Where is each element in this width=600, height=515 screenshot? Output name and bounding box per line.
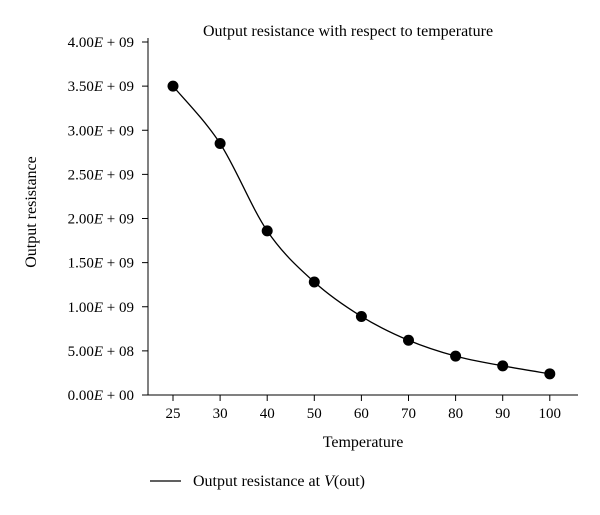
x-axis-label: Temperature — [323, 434, 404, 451]
y-tick-label: 1.50E + 09 — [68, 256, 134, 272]
data-points — [167, 80, 556, 380]
y-tick-label: 3.50E + 09 — [68, 79, 134, 95]
x-tick-label: 30 — [213, 406, 228, 422]
x-axis-ticks: 25 30 40 50 60 70 80 90 100 — [166, 395, 562, 422]
x-tick-label: 90 — [495, 406, 510, 422]
x-tick-label: 50 — [307, 406, 322, 422]
legend: Output resistance at V(out) — [150, 473, 365, 490]
x-tick-label: 60 — [354, 406, 369, 422]
y-tick-label: 2.00E + 09 — [68, 212, 134, 228]
y-tick-label: 1.00E + 09 — [68, 300, 134, 316]
y-axis-label: Output resistance — [23, 156, 40, 268]
data-point — [497, 360, 509, 372]
data-point — [214, 137, 226, 149]
y-tick-label: 3.00E + 09 — [68, 123, 134, 139]
data-point — [450, 350, 462, 362]
data-point — [544, 368, 556, 380]
series-line — [172, 85, 550, 375]
y-tick-label: 2.50E + 09 — [68, 167, 134, 183]
legend-label: Output resistance at V(out) — [193, 473, 365, 490]
x-tick-label: 100 — [539, 406, 562, 422]
data-point — [355, 310, 367, 322]
x-tick-label: 25 — [166, 406, 181, 422]
y-axis-ticks: 0.00E + 00 5.00E + 08 1.00E + 09 1.50E + 09… — [68, 35, 148, 404]
y-tick-label: 5.00E + 08 — [68, 344, 134, 360]
y-tick-label: 4.00E + 09 — [68, 35, 134, 51]
data-point — [167, 80, 179, 92]
x-tick-label: 70 — [401, 406, 416, 422]
data-point — [403, 334, 414, 346]
data-point — [261, 225, 273, 237]
data-point — [308, 276, 320, 288]
y-tick-label: 0.00E + 00 — [68, 388, 134, 404]
chart-title: Output resistance with respect to temper… — [203, 23, 493, 40]
x-tick-label: 40 — [260, 406, 275, 422]
x-tick-label: 80 — [448, 406, 463, 422]
